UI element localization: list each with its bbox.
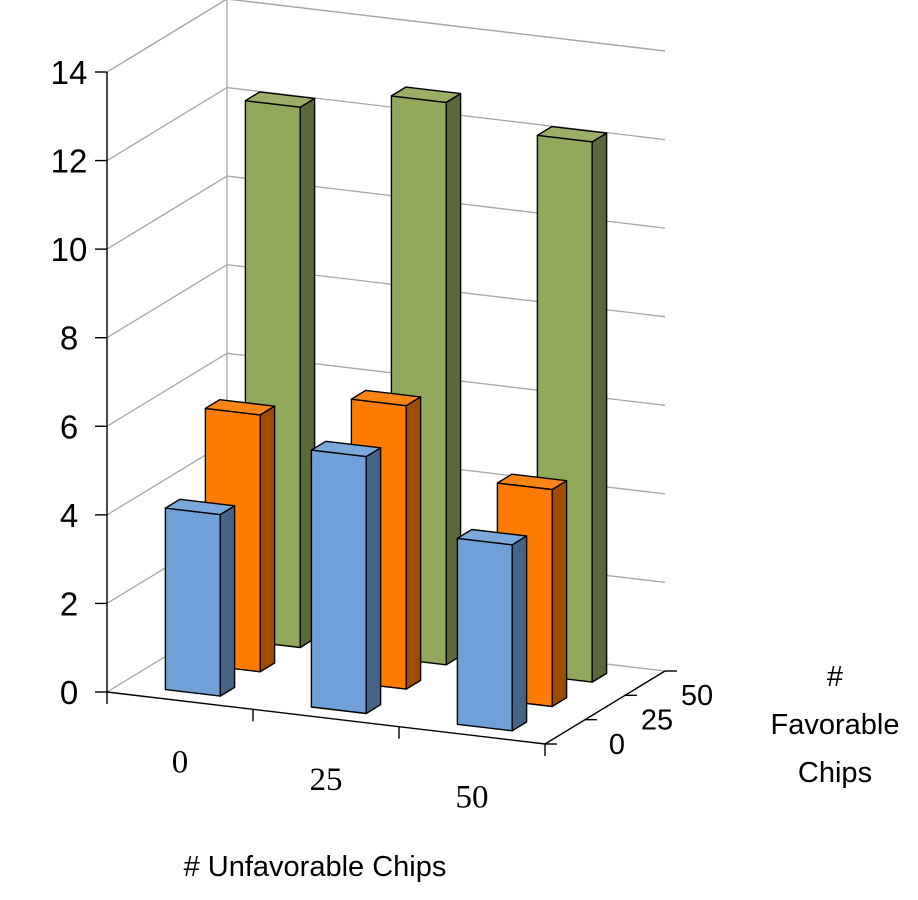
- y-tick-label: 12: [51, 143, 88, 180]
- bar-side-face: [511, 535, 528, 732]
- bar-front-face: [164, 507, 221, 697]
- y-tick-label: 8: [60, 320, 78, 357]
- bar-side-face: [365, 447, 382, 715]
- x-axis-title: # Unfavorable Chips: [184, 851, 447, 883]
- bar-top-face: [390, 86, 462, 104]
- y-tick-label: 14: [51, 54, 88, 91]
- bar-top-face: [204, 399, 276, 416]
- gridline: [106, 0, 666, 73]
- bar-side-face: [259, 405, 276, 673]
- y-tick-label: 0: [60, 674, 78, 711]
- bar-top-face: [310, 440, 382, 458]
- depth-axis-line: [544, 670, 666, 745]
- chart-labels: # Unfavorable Chips # Favorable Chips 02…: [51, 54, 900, 883]
- bar-top-face: [496, 473, 568, 491]
- bar-top-face: [536, 125, 608, 143]
- depth-tick-label: 0: [609, 729, 625, 761]
- bar-side-face: [219, 505, 236, 697]
- bar-side-face: [551, 480, 568, 708]
- bar-top-face: [350, 389, 422, 407]
- depth-axis-title-line-2: Favorable: [771, 709, 900, 741]
- bar-top-face: [456, 528, 528, 546]
- y-tick-label: 4: [60, 497, 78, 534]
- y-tick-label: 10: [51, 231, 88, 268]
- depth-tick-label: 50: [681, 680, 713, 712]
- bar-top-face: [244, 91, 316, 108]
- x-tick-label: 50: [456, 779, 489, 815]
- x-tick-label: 0: [172, 745, 189, 781]
- y-tick-label: 2: [60, 585, 78, 622]
- bar-side-face: [405, 396, 422, 690]
- wall-top-edge: [106, 0, 666, 73]
- x-axis-line: [106, 691, 546, 745]
- x-tick-label: 25: [310, 762, 343, 798]
- bar-front-face: [456, 537, 513, 732]
- depth-axis-title-line-3: Chips: [798, 757, 872, 789]
- bar: [164, 498, 236, 697]
- bar-side-face: [591, 132, 608, 683]
- depth-axis-title-line-1: #: [827, 661, 843, 693]
- bar-front-face: [310, 449, 367, 715]
- bar: [456, 528, 528, 732]
- bar: [310, 440, 382, 715]
- depth-tick-label: 25: [641, 705, 673, 737]
- bar-top-face: [164, 498, 236, 516]
- y-tick-label: 6: [60, 408, 78, 445]
- chart-bars: [164, 86, 608, 732]
